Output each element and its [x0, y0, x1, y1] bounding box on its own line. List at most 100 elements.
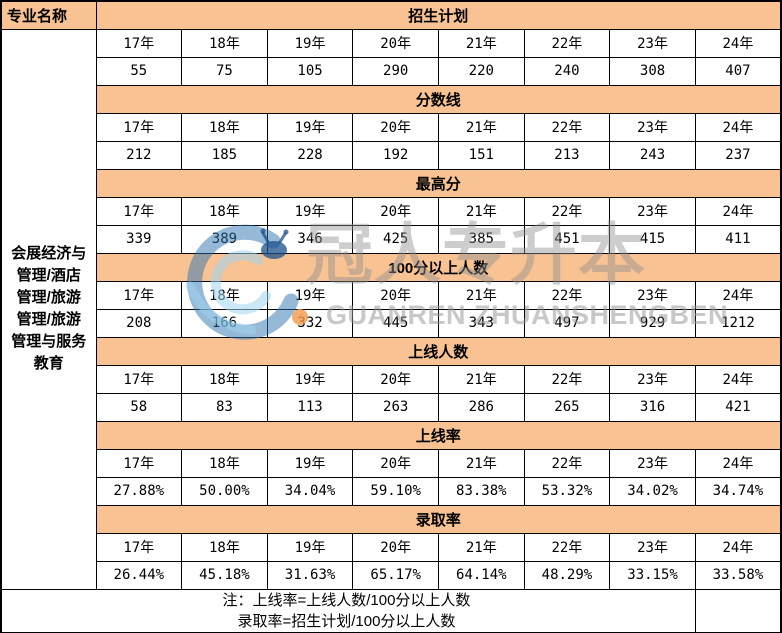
value-cell: 237 — [694, 140, 782, 170]
value-cell: 240 — [523, 56, 611, 86]
year-header-cell: 17年 — [95, 448, 183, 478]
values-row: 339 389 346 425 385 451 415 411 — [1, 224, 782, 254]
year-header-cell: 18年 — [181, 280, 268, 310]
year-header-cell: 24年 — [694, 448, 782, 478]
value-cell: 243 — [609, 140, 696, 170]
value-cell: 290 — [352, 56, 439, 86]
year-header-cell: 17年 — [95, 532, 183, 562]
note-row: 注：上线率=上线人数/100分以上人数 录取率=招生计划/100分以上人数 — [0, 588, 782, 633]
value-cell: 212 — [95, 140, 183, 170]
year-header-cell: 19年 — [266, 28, 354, 58]
year-header-cell: 24年 — [694, 28, 782, 58]
value-cell: 339 — [95, 224, 183, 254]
year-header-cell: 21年 — [438, 28, 525, 58]
section-title: 上线率 — [95, 420, 782, 450]
value-cell: 31.63% — [266, 560, 354, 590]
year-header-cell: 18年 — [181, 532, 268, 562]
note-line-2: 录取率=招生计划/100分以上人数 — [237, 612, 456, 630]
value-cell: 33.15% — [609, 560, 696, 590]
year-header-cell: 24年 — [694, 364, 782, 394]
year-header-cell: 19年 — [266, 364, 354, 394]
value-cell: 34.02% — [609, 476, 696, 506]
value-cell: 113 — [266, 392, 354, 422]
year-header-cell: 23年 — [609, 196, 696, 226]
year-header-cell: 22年 — [523, 112, 611, 142]
section-title: 分数线 — [95, 84, 782, 114]
year-header-cell: 19年 — [266, 280, 354, 310]
note-line-1: 注：上线率=上线人数/100分以上人数 — [222, 591, 471, 609]
year-header-cell: 18年 — [181, 448, 268, 478]
value-cell: 228 — [266, 140, 354, 170]
value-cell: 64.14% — [438, 560, 525, 590]
year-header-cell: 20年 — [352, 112, 439, 142]
value-cell: 59.10% — [352, 476, 439, 506]
year-header-cell: 23年 — [609, 28, 696, 58]
year-header-cell: 17年 — [95, 112, 183, 142]
year-header-cell: 24年 — [694, 112, 782, 142]
year-header-cell: 20年 — [352, 448, 439, 478]
section-title: 最高分 — [95, 168, 782, 198]
note-cell: 注：上线率=上线人数/100分以上人数 录取率=招生计划/100分以上人数 — [0, 588, 696, 633]
year-header-cell: 24年 — [694, 532, 782, 562]
year-header-cell: 21年 — [438, 196, 525, 226]
year-header-cell: 19年 — [266, 532, 354, 562]
year-header-cell: 20年 — [352, 532, 439, 562]
year-header-cell: 22年 — [523, 448, 611, 478]
year-header-cell: 22年 — [523, 532, 611, 562]
values-row: 26.44% 45.18% 31.63% 65.17% 64.14% 48.29% 33.1… — [1, 560, 782, 590]
value-cell: 166 — [181, 308, 268, 338]
value-cell: 265 — [523, 392, 611, 422]
value-cell: 308 — [609, 56, 696, 86]
section-title-row: 录取率 — [1, 504, 782, 534]
value-cell: 192 — [352, 140, 439, 170]
values-row: 58 83 113 263 286 265 316 421 — [1, 392, 782, 422]
value-cell: 48.29% — [523, 560, 611, 590]
value-cell: 389 — [181, 224, 268, 254]
year-header-cell: 19年 — [266, 448, 354, 478]
values-row: 208 166 332 445 343 497 929 1212 — [1, 308, 782, 338]
value-cell: 105 — [266, 56, 354, 86]
value-cell: 451 — [523, 224, 611, 254]
years-row: 17年 18年 19年 20年 21年 22年 23年 24年 — [1, 112, 782, 142]
column-header-major-name: 专业名称 — [0, 0, 97, 30]
year-header-cell: 22年 — [523, 28, 611, 58]
year-header-cell: 20年 — [352, 28, 439, 58]
years-row: 17年 18年 19年 20年 21年 22年 23年 24年 — [1, 196, 782, 226]
year-header-cell: 19年 — [266, 112, 354, 142]
value-cell: 411 — [694, 224, 782, 254]
year-header-cell: 23年 — [609, 112, 696, 142]
year-header-cell: 22年 — [523, 196, 611, 226]
major-name-cell: 会展经济与 管理/酒店 管理/旅游 管理/旅游 管理与服务 教育 — [0, 28, 97, 590]
years-row: 17年 18年 19年 20年 21年 22年 23年 24年 — [1, 448, 782, 478]
value-cell: 55 — [95, 56, 183, 86]
year-header-cell: 17年 — [95, 28, 183, 58]
value-cell: 286 — [438, 392, 525, 422]
year-header-cell: 21年 — [438, 364, 525, 394]
value-cell: 415 — [609, 224, 696, 254]
year-header-cell: 18年 — [181, 112, 268, 142]
section-title-row: 100分以上人数 — [1, 252, 782, 282]
value-cell: 1212 — [694, 308, 782, 338]
value-cell: 332 — [266, 308, 354, 338]
value-cell: 208 — [95, 308, 183, 338]
value-cell: 34.74% — [694, 476, 782, 506]
value-cell: 65.17% — [352, 560, 439, 590]
year-header-cell: 17年 — [95, 280, 183, 310]
year-header-cell: 24年 — [694, 280, 782, 310]
year-header-cell: 20年 — [352, 196, 439, 226]
value-cell: 343 — [438, 308, 525, 338]
value-cell: 53.32% — [523, 476, 611, 506]
year-header-cell: 20年 — [352, 364, 439, 394]
years-row: 会展经济与 管理/酒店 管理/旅游 管理/旅游 管理与服务 教育 17年 18年 19… — [0, 28, 782, 590]
value-cell: 497 — [523, 308, 611, 338]
value-cell: 385 — [438, 224, 525, 254]
value-cell: 425 — [352, 224, 439, 254]
header-row: 专业名称 招生计划 — [0, 0, 782, 30]
values-row: 55 75 105 290 220 240 308 407 — [1, 56, 782, 86]
section-title: 录取率 — [95, 504, 782, 534]
value-cell: 346 — [266, 224, 354, 254]
value-cell: 263 — [352, 392, 439, 422]
year-header-cell: 21年 — [438, 112, 525, 142]
